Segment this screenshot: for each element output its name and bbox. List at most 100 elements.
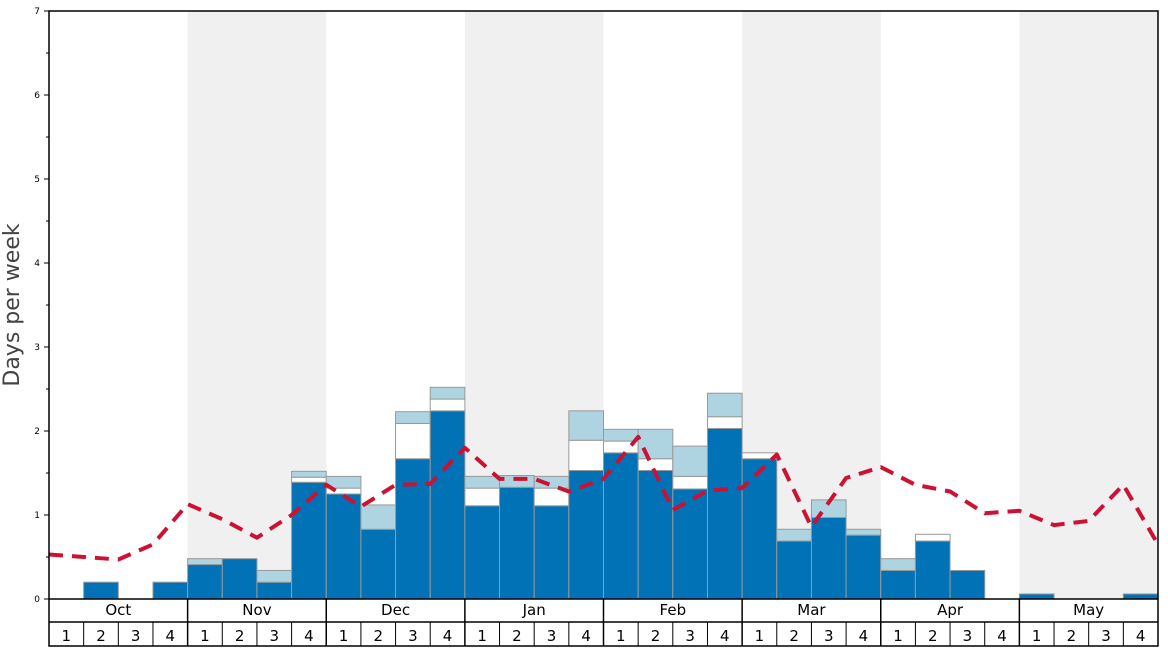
bar-primary-1 (83, 581, 119, 600)
week-label-apr-3: 3 (963, 627, 973, 645)
bar-middle-15 (568, 439, 604, 471)
bar-top-17 (637, 428, 674, 460)
week-label-jan-1: 1 (477, 627, 487, 645)
bar-primary-25 (914, 540, 951, 600)
bar-middle-18 (672, 475, 708, 490)
week-label-nov-2: 2 (235, 627, 245, 645)
bar-primary-22 (810, 517, 847, 600)
bar-primary-28 (1018, 593, 1055, 600)
bar-top-4 (187, 558, 223, 566)
y-tick-label-7: 7 (34, 7, 40, 17)
bar-primary-3 (152, 581, 189, 600)
y-axis-title: Days per week (0, 223, 25, 386)
week-label-dec-3: 3 (408, 627, 418, 645)
week-label-apr-4: 4 (997, 627, 1007, 645)
y-tick-label-3: 3 (34, 343, 40, 353)
bar-top-24 (880, 558, 916, 571)
bar-middle-19 (706, 416, 743, 429)
bars (83, 386, 1159, 600)
y-tick-label-1: 1 (34, 511, 40, 521)
bar-primary-16 (603, 452, 639, 600)
bar-primary-4 (187, 564, 223, 600)
week-label-oct-2: 2 (96, 627, 106, 645)
y-tick-label-5: 5 (34, 175, 40, 185)
week-label-may-3: 3 (1101, 627, 1111, 645)
bar-primary-23 (845, 534, 882, 600)
week-label-apr-2: 2 (928, 627, 938, 645)
week-label-jan-4: 4 (581, 627, 591, 645)
bar-primary-15 (568, 469, 604, 600)
bar-top-15 (568, 410, 604, 441)
month-label-apr: Apr (937, 601, 964, 619)
bar-primary-31 (1122, 593, 1159, 600)
bar-primary-10 (395, 458, 431, 600)
week-label-feb-1: 1 (616, 627, 626, 645)
bar-top-11 (429, 386, 466, 400)
bar-primary-9 (360, 528, 397, 600)
week-label-nov-1: 1 (200, 627, 210, 645)
bar-primary-5 (221, 558, 258, 600)
week-label-dec-4: 4 (443, 627, 453, 645)
y-axis: 0 1 2 3 4 5 6 7 (34, 7, 49, 605)
bar-top-10 (395, 411, 431, 424)
bar-primary-14 (533, 505, 570, 600)
bar-middle-7 (291, 476, 327, 483)
week-label-apr-1: 1 (893, 627, 903, 645)
bar-middle-11 (429, 398, 466, 412)
week-label-oct-1: 1 (62, 627, 72, 645)
week-label-oct-4: 4 (166, 627, 176, 645)
bar-primary-24 (880, 569, 916, 600)
bar-middle-12 (464, 487, 501, 507)
bar-middle-25 (914, 533, 951, 542)
month-label-jan: Jan (522, 601, 546, 619)
bar-top-7 (291, 470, 327, 478)
month-shade-may (1019, 11, 1158, 599)
week-label-jan-2: 2 (512, 627, 522, 645)
week-label-mar-3: 3 (824, 627, 834, 645)
average-line (48, 434, 1160, 562)
week-label-may-1: 1 (1032, 627, 1042, 645)
bar-top-21 (776, 528, 812, 542)
month-label-oct: Oct (105, 601, 131, 619)
bar-primary-19 (706, 427, 743, 600)
bar-primary-6 (256, 581, 293, 600)
bar-primary-8 (325, 493, 362, 600)
bar-middle-10 (395, 422, 431, 460)
y-tick-label-4: 4 (34, 259, 40, 269)
y-tick-label-0: 0 (34, 595, 40, 605)
bar-top-23 (845, 528, 882, 536)
week-label-nov-4: 4 (304, 627, 314, 645)
y-tick-label-6: 6 (34, 91, 40, 101)
x-axis: Oct 1 2 3 4 Nov 1 2 3 4 Dec 1 2 3 4 Jan 1 2 3 4 Feb 1 2 3 4 Mar 1 2… (62, 599, 1146, 646)
bar-top-16 (603, 428, 639, 442)
week-label-mar-1: 1 (755, 627, 765, 645)
week-label-may-4: 4 (1136, 627, 1146, 645)
week-label-mar-4: 4 (859, 627, 869, 645)
bar-top-12 (464, 475, 501, 489)
week-label-feb-2: 2 (651, 627, 661, 645)
week-label-dec-2: 2 (373, 627, 383, 645)
y-tick-label-2: 2 (34, 427, 40, 437)
week-label-feb-3: 3 (685, 627, 695, 645)
bar-top-9 (360, 504, 397, 530)
bar-middle-17 (637, 458, 674, 471)
week-label-oct-3: 3 (131, 627, 141, 645)
month-label-mar: Mar (797, 601, 826, 619)
week-label-dec-1: 1 (339, 627, 349, 645)
bar-primary-21 (776, 540, 812, 600)
bar-primary-11 (429, 410, 466, 600)
bar-primary-13 (499, 486, 535, 600)
month-shading (187, 11, 1158, 599)
bar-primary-17 (637, 469, 674, 600)
month-label-nov: Nov (242, 601, 271, 619)
week-label-feb-4: 4 (720, 627, 730, 645)
bar-primary-26 (949, 569, 986, 600)
month-label-may: May (1073, 601, 1104, 619)
month-label-feb: Feb (660, 601, 687, 619)
bar-top-6 (256, 569, 293, 583)
average-line-layer (48, 434, 1160, 562)
bar-top-8 (325, 475, 362, 489)
week-label-jan-3: 3 (547, 627, 557, 645)
week-label-may-2: 2 (1067, 627, 1077, 645)
